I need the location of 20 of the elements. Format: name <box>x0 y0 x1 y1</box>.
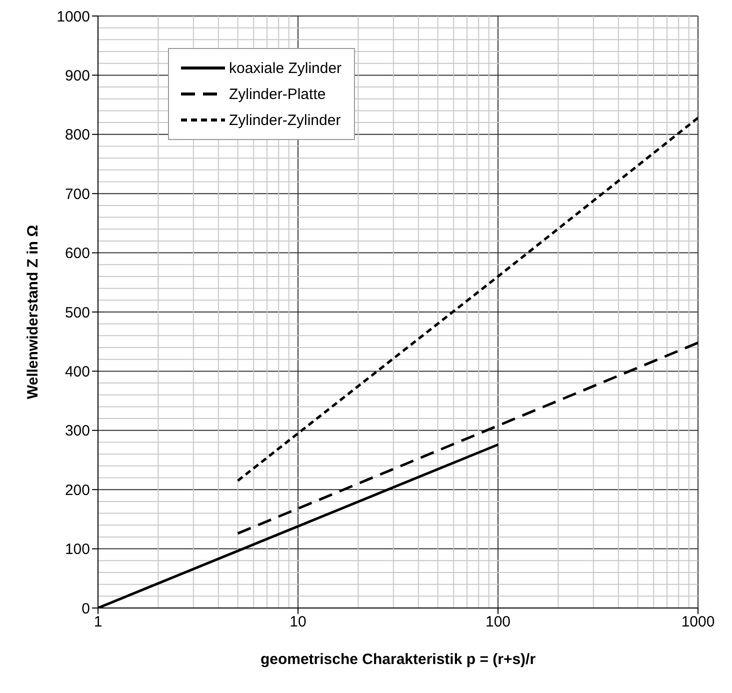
x-axis-title: geometrische Charakteristik p = (r+s)/r <box>260 651 536 668</box>
y-tick-label: 800 <box>64 126 90 144</box>
y-tick-label: 100 <box>64 541 90 558</box>
x-tick-label: 1000 <box>681 614 715 631</box>
y-tick-label: 500 <box>64 304 90 322</box>
legend-label: Zylinder-Platte <box>229 86 326 102</box>
legend-label: koaxiale Zylinder <box>229 60 342 76</box>
x-tick-label: 1 <box>94 614 102 631</box>
y-tick-label: 400 <box>64 364 90 381</box>
legend-label: Zylinder-Zylinder <box>229 112 341 128</box>
y-axis-title: Wellenwiderstand Z in Ω <box>24 224 42 400</box>
x-tick-label: 10 <box>290 614 306 631</box>
y-tick-label: 900 <box>64 68 90 85</box>
y-tick-label: 200 <box>64 482 90 499</box>
y-tick-label: 0 <box>82 600 90 618</box>
y-tick-label: 300 <box>64 422 90 440</box>
x-tick-label: 100 <box>485 614 511 631</box>
y-tick-label: 1000 <box>56 8 90 26</box>
y-tick-label: 600 <box>64 245 90 262</box>
y-tick-label: 700 <box>64 186 90 203</box>
